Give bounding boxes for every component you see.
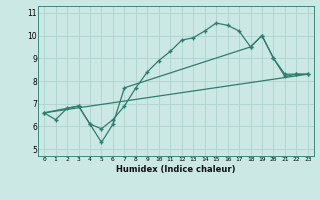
X-axis label: Humidex (Indice chaleur): Humidex (Indice chaleur) (116, 165, 236, 174)
